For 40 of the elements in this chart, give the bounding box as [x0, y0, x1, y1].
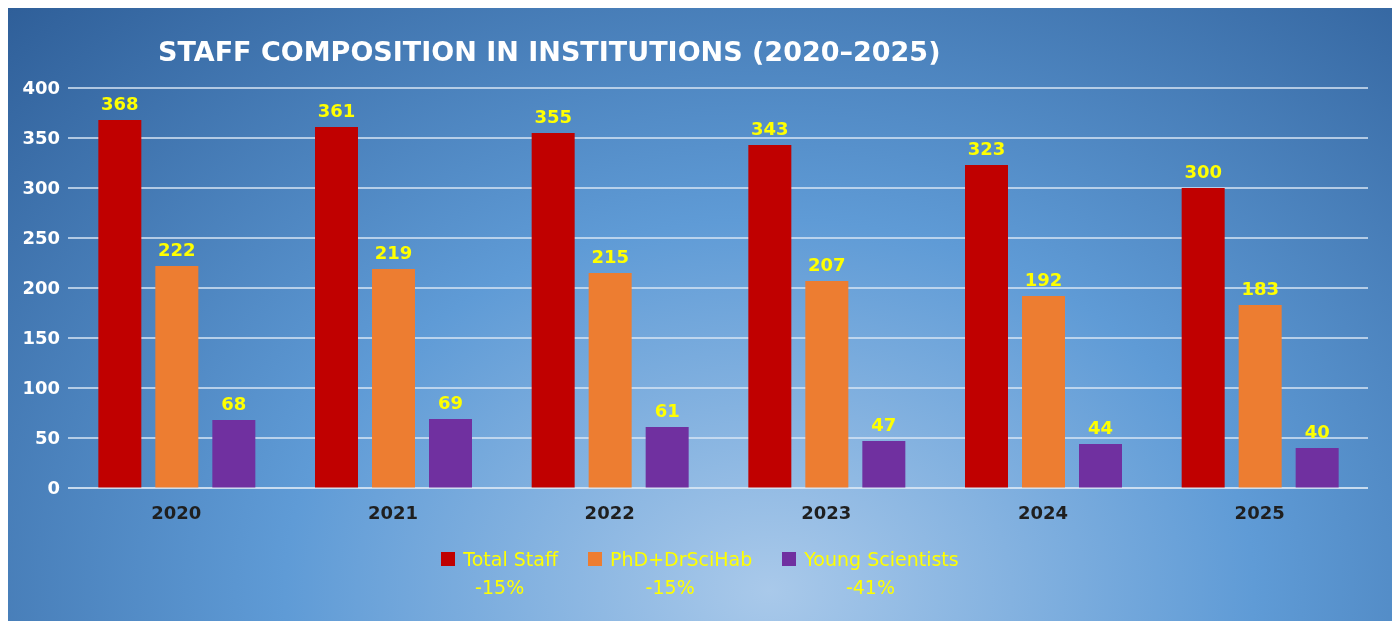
y-tick-label: 300 — [22, 177, 60, 199]
y-tick-label: 250 — [22, 227, 60, 249]
x-tick-label: 2023 — [801, 501, 852, 523]
y-tick-label: 400 — [22, 77, 60, 99]
data-label: 355 — [534, 106, 572, 127]
data-label: 207 — [808, 254, 846, 275]
data-label: 343 — [751, 118, 789, 139]
x-tick-label: 2020 — [151, 501, 202, 523]
data-label: 61 — [654, 400, 680, 421]
legend-label: Total Staff — [463, 548, 558, 570]
x-tick-label: 2025 — [1234, 501, 1285, 523]
data-label: 219 — [374, 242, 413, 263]
y-tick-label: 50 — [34, 427, 60, 449]
legend-label: Young Scientists — [804, 548, 959, 570]
text: -41% — [845, 576, 896, 598]
chart-title: STAFF COMPOSITION IN INSTITUTIONS (2020–2025) — [158, 36, 941, 67]
y-tick-label: 100 — [22, 377, 60, 399]
text: -15% — [645, 576, 695, 598]
data-label: 47 — [871, 414, 897, 435]
data-label: 40 — [1304, 421, 1330, 442]
data-label: 323 — [967, 138, 1006, 159]
data-label: 215 — [591, 246, 629, 267]
x-tick-label: 2021 — [367, 501, 419, 523]
x-tick-label: 2022 — [584, 501, 635, 523]
data-label: 361 — [317, 100, 356, 121]
data-label: 300 — [1184, 161, 1222, 182]
text: -15% — [475, 576, 525, 598]
data-label: 183 — [1241, 278, 1279, 299]
data-label: 192 — [1024, 269, 1063, 290]
y-tick-label: 350 — [22, 127, 60, 149]
x-tick-label: 2024 — [1017, 501, 1069, 523]
data-label: 68 — [221, 393, 247, 414]
y-tick-label: 0 — [47, 477, 60, 499]
data-label: 44 — [1087, 417, 1114, 438]
y-tick-label: 200 — [22, 277, 60, 299]
data-label: 69 — [437, 392, 464, 413]
legend-label: PhD+DrSciHab — [610, 548, 753, 570]
data-label: 368 — [101, 93, 139, 114]
data-label: 222 — [158, 239, 196, 260]
y-tick-label: 150 — [22, 327, 60, 349]
